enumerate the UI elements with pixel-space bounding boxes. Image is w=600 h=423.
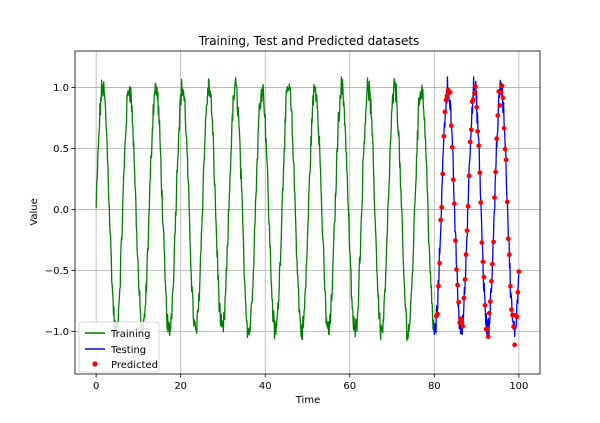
predicted-point (483, 303, 488, 308)
legend-label-training: Training (110, 329, 150, 340)
predicted-point (464, 252, 469, 257)
predicted-point (489, 279, 494, 284)
predicted-point (440, 172, 445, 177)
predicted-point (448, 90, 453, 95)
predicted-point (487, 311, 492, 316)
chart-title: Training, Test and Predicted datasets (198, 34, 420, 48)
x-tick-label: 20 (174, 381, 187, 392)
predicted-point (514, 315, 519, 320)
y-axis-label: Value (29, 198, 40, 225)
predicted-point (507, 252, 512, 257)
predicted-point (494, 136, 499, 141)
predicted-point (467, 173, 472, 178)
predicted-point (444, 98, 449, 103)
predicted-point (492, 195, 497, 200)
predicted-point (455, 283, 460, 288)
legend-swatch-predicted (92, 361, 97, 366)
x-tick-label: 0 (93, 381, 99, 392)
predicted-point (463, 277, 468, 282)
predicted-point (436, 284, 441, 289)
y-tick-label: −0.5 (45, 266, 69, 277)
predicted-point (452, 201, 457, 206)
predicted-point (505, 200, 510, 205)
predicted-point (495, 113, 500, 118)
predicted-point (465, 228, 470, 233)
x-tick-label: 100 (509, 381, 528, 392)
predicted-point (476, 143, 481, 148)
y-tick-label: −1.0 (45, 327, 69, 338)
predicted-point (491, 240, 496, 245)
predicted-point (503, 147, 508, 152)
predicted-point (504, 157, 509, 162)
legend-label-predicted: Predicted (111, 360, 158, 371)
predicted-point (477, 170, 482, 175)
y-tick-label: 1.0 (53, 83, 69, 94)
predicted-point (478, 200, 483, 205)
predicted-point (450, 145, 455, 150)
predicted-point (454, 267, 459, 272)
predicted-point (516, 269, 521, 274)
predicted-point (459, 319, 464, 324)
predicted-point (466, 204, 471, 209)
predicted-point (515, 290, 520, 295)
predicted-point (441, 134, 446, 139)
predicted-point (453, 238, 458, 243)
predicted-point (469, 127, 474, 132)
predicted-point (509, 307, 514, 312)
x-axis-label: Time (295, 395, 320, 406)
x-tick-label: 80 (428, 381, 441, 392)
predicted-point (481, 259, 486, 264)
predicted-point (451, 177, 456, 182)
predicted-point (486, 334, 491, 339)
predicted-point (501, 96, 506, 101)
predicted-point (460, 324, 465, 329)
x-tick-label: 60 (343, 381, 356, 392)
predicted-point (456, 300, 461, 305)
legend-label-testing: Testing (110, 345, 146, 356)
predicted-point (439, 205, 444, 210)
predicted-point (471, 97, 476, 102)
predicted-point (497, 103, 502, 108)
predicted-point (475, 129, 480, 134)
y-tick-label: 0.0 (53, 205, 69, 216)
legend: Training Testing Predicted (79, 322, 159, 372)
predicted-point (442, 110, 447, 115)
predicted-point (493, 170, 498, 175)
predicted-point (500, 83, 505, 88)
predicted-point (482, 275, 487, 280)
x-tick-label: 40 (259, 381, 272, 392)
predicted-point (438, 218, 443, 223)
predicted-point (468, 140, 473, 145)
predicted-point (474, 105, 479, 110)
predicted-point (488, 299, 493, 304)
predicted-point (512, 342, 517, 347)
y-tick-label: 0.5 (53, 144, 69, 155)
predicted-point (499, 90, 504, 95)
predicted-point (508, 284, 513, 289)
predicted-point (473, 84, 478, 89)
predicted-point (437, 261, 442, 266)
predicted-point (506, 236, 511, 241)
predicted-point (511, 324, 516, 329)
predicted-point (462, 296, 467, 301)
predicted-point (435, 312, 440, 317)
predicted-point (490, 262, 495, 267)
predicted-point (485, 326, 490, 331)
predicted-point (502, 126, 507, 131)
predicted-point (472, 91, 477, 96)
predicted-point (449, 123, 454, 128)
predicted-point (479, 240, 484, 245)
